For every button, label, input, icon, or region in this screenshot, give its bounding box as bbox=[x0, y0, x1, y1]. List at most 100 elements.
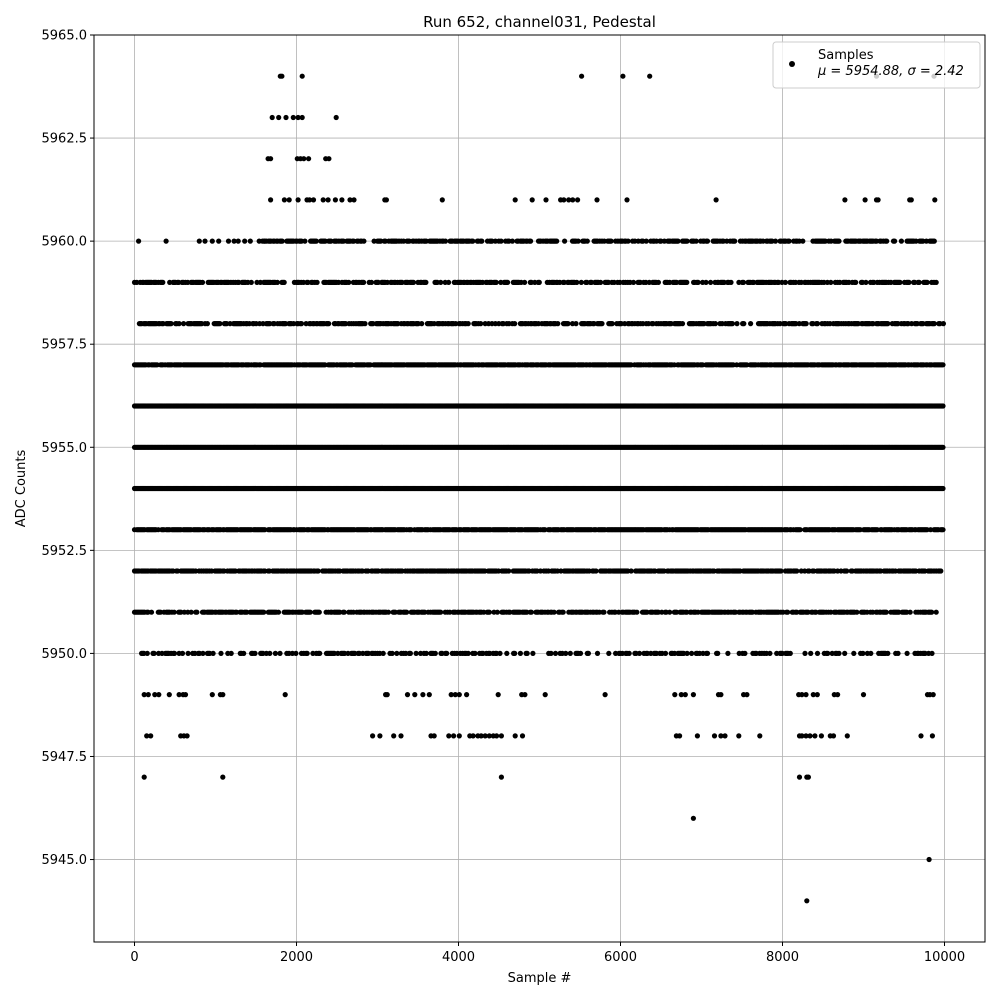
data-point bbox=[361, 238, 367, 244]
data-point bbox=[302, 238, 308, 244]
data-point bbox=[940, 321, 947, 327]
data-point bbox=[442, 238, 449, 244]
data-point bbox=[729, 321, 736, 327]
data-point bbox=[248, 279, 254, 285]
data-point bbox=[906, 279, 912, 285]
data-point bbox=[853, 279, 859, 285]
data-point bbox=[732, 238, 738, 244]
data-point bbox=[419, 321, 425, 327]
data-point bbox=[931, 321, 937, 327]
data-point bbox=[479, 238, 485, 244]
data-point bbox=[423, 279, 429, 285]
data-point bbox=[772, 238, 779, 244]
data-point bbox=[836, 238, 842, 244]
data-point bbox=[916, 279, 922, 285]
data-point bbox=[814, 321, 821, 327]
data-point bbox=[498, 238, 504, 244]
data-point bbox=[584, 238, 590, 244]
data-point bbox=[684, 238, 690, 244]
data-point bbox=[506, 568, 512, 574]
data-point bbox=[741, 321, 747, 327]
data-point bbox=[924, 279, 930, 285]
data-point bbox=[199, 279, 206, 285]
data-point bbox=[748, 321, 754, 327]
data-point bbox=[704, 238, 711, 244]
data-point bbox=[578, 279, 584, 285]
data-point bbox=[528, 238, 534, 244]
data-point bbox=[940, 403, 946, 409]
data-point bbox=[679, 321, 686, 327]
data-point bbox=[281, 279, 287, 285]
data-point bbox=[728, 279, 734, 285]
data-point bbox=[470, 238, 476, 244]
data-point bbox=[630, 279, 637, 285]
data-point bbox=[565, 321, 571, 327]
data-point bbox=[828, 279, 834, 285]
data-point bbox=[940, 362, 946, 368]
data-point bbox=[684, 279, 690, 285]
data-point bbox=[940, 444, 946, 450]
data-point bbox=[625, 238, 631, 244]
data-point bbox=[562, 238, 568, 244]
data-point bbox=[863, 279, 869, 285]
data-point bbox=[204, 321, 210, 327]
data-point bbox=[897, 279, 903, 285]
data-point bbox=[786, 238, 792, 244]
data-point bbox=[933, 279, 939, 285]
data-point bbox=[217, 321, 223, 327]
data-point bbox=[512, 321, 518, 327]
data-point bbox=[884, 238, 890, 244]
data-point bbox=[346, 279, 352, 285]
data-point bbox=[655, 279, 662, 285]
data-point bbox=[176, 321, 182, 327]
data-point bbox=[675, 238, 681, 244]
data-point bbox=[509, 238, 515, 244]
data-point bbox=[446, 279, 452, 285]
data-point bbox=[493, 279, 499, 285]
data-point bbox=[803, 321, 809, 327]
data-point bbox=[554, 238, 560, 244]
data-point bbox=[940, 485, 946, 492]
data-point bbox=[478, 321, 484, 327]
data-point bbox=[314, 279, 320, 285]
data-point bbox=[279, 238, 285, 244]
data-point bbox=[465, 321, 471, 327]
data-point bbox=[574, 279, 580, 285]
data-point bbox=[522, 279, 528, 285]
data-point bbox=[628, 568, 634, 574]
data-point bbox=[505, 279, 511, 285]
sample-points bbox=[131, 73, 947, 904]
data-point bbox=[593, 568, 599, 574]
data-point bbox=[313, 238, 319, 244]
data-point bbox=[734, 321, 740, 327]
data-point bbox=[778, 568, 784, 574]
data-point bbox=[168, 321, 174, 327]
data-point bbox=[708, 279, 714, 285]
data-point bbox=[361, 279, 367, 285]
data-point bbox=[703, 279, 709, 285]
data-point bbox=[844, 568, 850, 574]
data-point bbox=[536, 279, 542, 285]
data-point bbox=[892, 238, 898, 244]
data-point bbox=[555, 321, 561, 327]
data-point bbox=[181, 321, 187, 327]
data-point bbox=[940, 527, 946, 533]
data-point bbox=[160, 279, 166, 285]
data-point bbox=[931, 238, 937, 244]
data-point bbox=[410, 279, 417, 285]
data-point bbox=[693, 238, 699, 244]
data-point bbox=[326, 321, 332, 327]
data-point bbox=[315, 568, 321, 574]
data-point bbox=[599, 321, 605, 327]
data-point bbox=[298, 321, 305, 327]
data-point bbox=[575, 238, 581, 244]
data-point bbox=[368, 279, 375, 285]
data-point bbox=[609, 321, 615, 327]
chart-title: Run 652, channel031, Pedestal bbox=[423, 13, 656, 31]
data-point bbox=[782, 279, 789, 285]
data-point bbox=[573, 321, 579, 327]
data-point bbox=[885, 321, 891, 327]
data-point bbox=[608, 238, 614, 244]
